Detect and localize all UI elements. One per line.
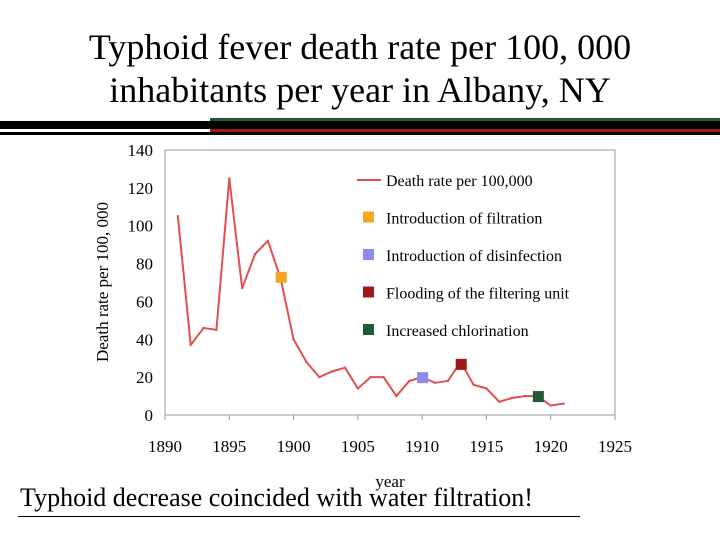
data-point <box>549 404 552 407</box>
data-point <box>485 387 488 390</box>
data-point <box>433 381 437 385</box>
y-tick-label: 0 <box>145 406 154 425</box>
legend-swatch-square <box>363 286 374 298</box>
x-tick-label: 1915 <box>469 437 503 456</box>
data-point <box>215 328 218 332</box>
data-point <box>343 366 347 369</box>
data-point <box>176 215 180 218</box>
data-point <box>189 343 192 347</box>
data-point <box>498 400 501 403</box>
event-marker <box>275 271 287 283</box>
data-point <box>562 402 565 405</box>
x-tick-label: 1890 <box>148 437 182 456</box>
y-tick-label: 20 <box>136 368 153 387</box>
y-tick-label: 140 <box>128 141 154 160</box>
legend-label: Introduction of disinfection <box>386 248 562 265</box>
data-point <box>228 177 231 180</box>
data-point <box>240 286 244 290</box>
event-marker <box>532 391 544 403</box>
data-point <box>292 338 295 341</box>
event-marker <box>417 372 429 384</box>
legend-swatch-square <box>363 211 374 223</box>
data-point <box>472 383 475 386</box>
data-point <box>330 370 334 373</box>
data-point <box>510 396 514 400</box>
y-tick-label: 80 <box>136 255 153 274</box>
marker-layer <box>275 271 544 403</box>
x-tick-label: 1910 <box>405 437 439 456</box>
legend-label: Flooding of the filtering unit <box>386 286 570 303</box>
data-point <box>382 375 385 379</box>
legend-label: Increased chlorination <box>386 323 529 340</box>
title-rule-thick <box>0 121 720 129</box>
y-tick-label: 40 <box>136 330 153 349</box>
y-axis-ticks: 0 20 40 60 80 100 120 140 <box>128 141 154 425</box>
x-axis-ticks: 1890 1895 1900 1905 1910 1915 1920 1925 <box>148 415 632 456</box>
plot-frame <box>164 149 616 416</box>
legend-label: Introduction of filtration <box>386 211 542 228</box>
data-point <box>369 375 372 379</box>
data-point <box>356 387 360 390</box>
slide-title-line-1: Typhoid fever death rate per 100, 000 <box>88 27 632 67</box>
x-tick-label: 1925 <box>598 437 632 456</box>
y-axis-title: Death rate per 100, 000 <box>93 202 112 362</box>
title-rule-thin <box>0 132 720 135</box>
y-tick-label: 60 <box>136 292 153 311</box>
data-point <box>395 394 398 398</box>
x-tick-label: 1895 <box>212 437 246 456</box>
title-rule-red <box>210 129 720 132</box>
y-tick-label: 100 <box>128 217 154 236</box>
slide-title-line-2: inhabitants per year in Albany, NY <box>109 70 611 110</box>
slide-title: Typhoid fever death rate per 100, 000 in… <box>0 26 720 112</box>
series-layer <box>176 177 565 407</box>
title-rule-green <box>210 118 720 122</box>
event-marker <box>455 358 467 370</box>
data-point <box>266 239 270 243</box>
data-point <box>446 379 450 383</box>
data-point <box>408 379 411 383</box>
data-point <box>202 326 205 330</box>
legend-swatch-square <box>363 249 374 260</box>
data-point <box>253 252 257 256</box>
x-axis-title: year <box>375 472 405 491</box>
x-tick-label: 1905 <box>341 437 375 456</box>
data-point <box>305 360 308 364</box>
legend-swatch-square <box>363 324 374 335</box>
data-point <box>523 394 527 398</box>
x-tick-label: 1900 <box>277 437 311 456</box>
data-point <box>318 375 321 379</box>
y-tick-label: 120 <box>128 179 154 198</box>
legend-label: Death rate per 100,000 <box>386 173 533 190</box>
legend: Death rate per 100,000 Introduction of fi… <box>357 173 570 340</box>
x-tick-label: 1920 <box>534 437 568 456</box>
slide-caption: Typhoid decrease coincided with water fi… <box>18 480 580 517</box>
